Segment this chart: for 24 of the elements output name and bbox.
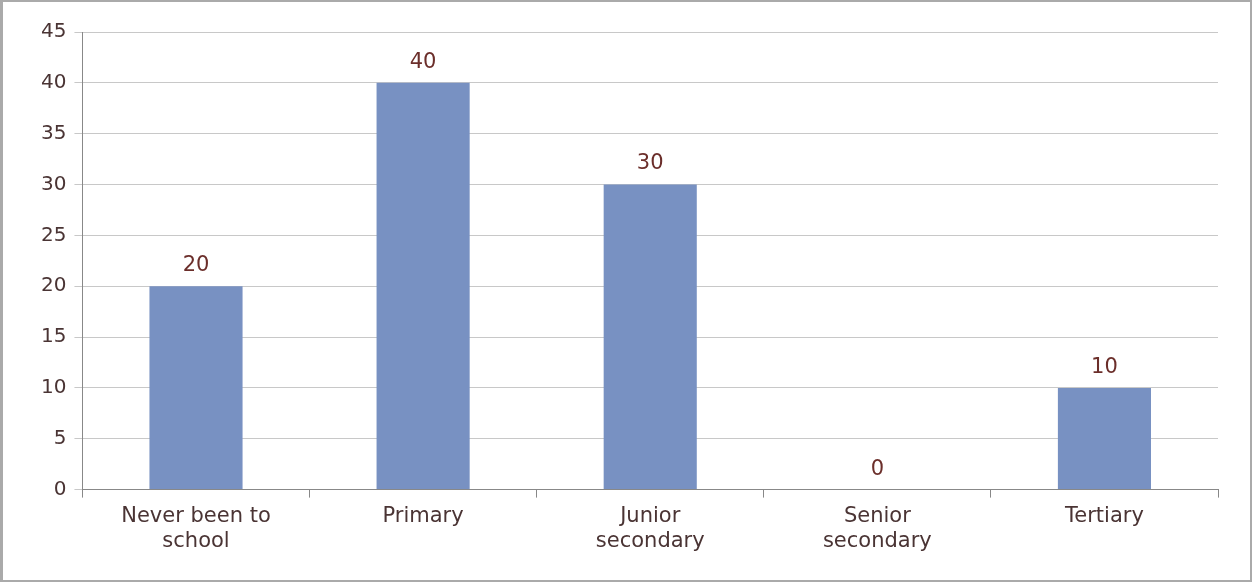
y-tick-label: 15 — [41, 323, 67, 348]
bar — [603, 184, 697, 490]
x-tick-label: Tertiary — [1064, 502, 1144, 527]
y-tick-label: 10 — [41, 374, 67, 399]
bar — [1057, 387, 1151, 490]
y-tick-label: 20 — [41, 272, 67, 297]
bar — [149, 286, 243, 490]
data-label: 30 — [636, 150, 664, 175]
x-tick-label: Never been to school — [121, 502, 271, 552]
y-tick-label: 25 — [41, 221, 67, 246]
y-tick-label: 35 — [41, 119, 67, 144]
data-label: 0 — [870, 455, 885, 480]
y-tick-label: 40 — [41, 69, 67, 94]
bar — [376, 82, 470, 490]
x-tick-label: Primary — [382, 502, 464, 527]
data-label: 10 — [1091, 353, 1118, 378]
y-tick-label: 0 — [53, 475, 67, 500]
y-tick-label: 5 — [53, 424, 67, 449]
y-tick-label: 45 — [41, 18, 67, 43]
data-label: 20 — [182, 252, 210, 277]
data-label: 40 — [409, 48, 437, 73]
x-tick-label: Junior secondary — [595, 502, 705, 552]
x-tick-label: Senior secondary — [822, 502, 932, 552]
y-tick-label: 30 — [41, 170, 67, 195]
